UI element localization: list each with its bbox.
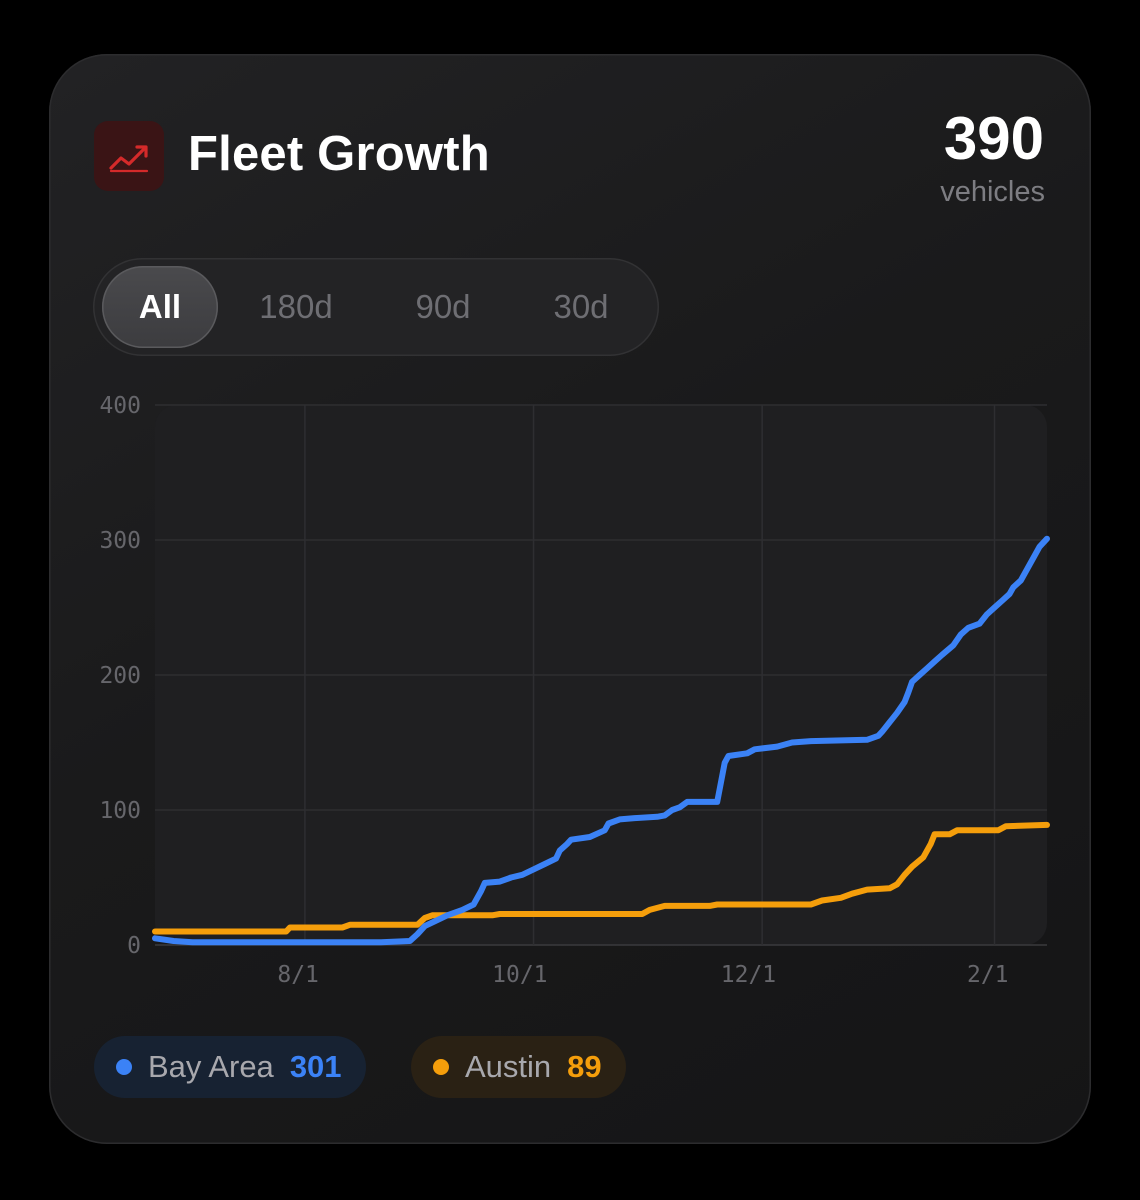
x-tick-label: 12/1 xyxy=(721,962,776,988)
range-tab-30d[interactable]: 30d xyxy=(553,288,609,325)
range-tab-180d[interactable]: 180d xyxy=(259,288,333,325)
range-segmented-control: All 180d 90d 30d xyxy=(93,258,659,356)
legend-item-austin[interactable]: Austin 89 xyxy=(411,1036,626,1098)
y-tick-label: 300 xyxy=(99,528,141,554)
range-tab-90d[interactable]: 90d xyxy=(415,288,471,325)
legend-item-bay-area[interactable]: Bay Area 301 xyxy=(94,1036,366,1098)
card-title: Fleet Growth xyxy=(188,127,490,181)
fleet-growth-chart: 0 100 200 300 400 8/1 10/1 12/1 2/1 xyxy=(99,393,1050,988)
y-tick-label: 200 xyxy=(99,663,141,689)
legend-label-austin: Austin xyxy=(465,1049,552,1084)
legend-label-bay-area: Bay Area xyxy=(148,1049,274,1084)
fleet-growth-card: Fleet Growth 390 vehicles All 180d 90d 3… xyxy=(49,54,1091,1144)
trending-up-icon xyxy=(94,121,164,191)
y-tick-label: 400 xyxy=(99,393,141,419)
y-tick-label: 0 xyxy=(127,933,141,959)
x-tick-label: 8/1 xyxy=(277,962,319,988)
bay-area-dot xyxy=(116,1059,132,1075)
series-line-austin xyxy=(152,821,1050,935)
x-tick-label: 2/1 xyxy=(967,962,1009,988)
total-vehicles-unit: vehicles xyxy=(940,176,1045,208)
range-tab-all[interactable]: All xyxy=(102,266,218,348)
legend-value-austin: 89 xyxy=(567,1049,602,1084)
total-vehicles-value: 390 xyxy=(943,105,1044,172)
y-tick-label: 100 xyxy=(99,798,141,824)
x-tick-label: 10/1 xyxy=(492,962,547,988)
series-line-bay-area xyxy=(152,535,1050,946)
austin-dot xyxy=(433,1059,449,1075)
legend-value-bay-area: 301 xyxy=(289,1049,342,1084)
